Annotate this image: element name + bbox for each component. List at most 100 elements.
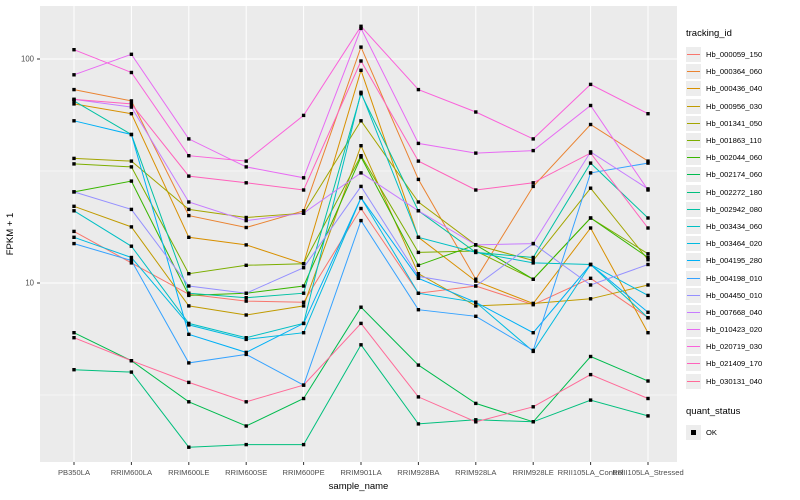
axis-labels: 100 10 PB350LA RRIM600LA RRIM600LE RRIM600SE R… <box>5 55 684 492</box>
legend-key-swatch <box>686 133 701 149</box>
legend-key-swatch <box>686 356 701 372</box>
y-tick-label: 10 <box>25 279 34 288</box>
data-point-marker <box>474 110 478 114</box>
data-point-marker <box>416 209 421 213</box>
plot-panel <box>40 6 677 462</box>
data-point-marker <box>129 225 134 229</box>
x-tick-label: RRIM600PE <box>282 468 324 477</box>
legend-item-Hb_004198_010: Hb_004198_010 <box>686 269 798 286</box>
data-point-marker <box>72 241 76 246</box>
data-point-marker <box>244 181 248 185</box>
data-point-marker <box>301 321 306 326</box>
data-point-marker <box>531 348 535 353</box>
data-point-marker <box>588 297 593 301</box>
data-point-marker <box>187 291 191 295</box>
legend-spacer <box>686 390 798 406</box>
data-point-marker <box>187 304 191 308</box>
data-point-marker <box>72 48 76 52</box>
data-point-marker <box>72 204 76 208</box>
data-point-marker <box>416 274 421 279</box>
data-point-marker <box>129 102 134 106</box>
legend-item-Hb_004450_010: Hb_004450_010 <box>686 287 798 304</box>
legend-item-label: Hb_002044_060 <box>706 153 763 163</box>
data-point-marker <box>416 141 421 146</box>
legend-key-swatch <box>686 64 701 80</box>
legend-color-line <box>687 122 700 124</box>
data-point-marker <box>244 424 248 428</box>
y-tick-label: 100 <box>21 55 35 64</box>
data-point-marker <box>531 301 535 306</box>
data-point-marker <box>187 174 191 178</box>
legend-item-label: Hb_003434_060 <box>706 221 763 231</box>
gridlines <box>40 6 677 462</box>
data-point-marker <box>531 241 535 246</box>
legend-color-line <box>687 260 700 262</box>
data-point-marker <box>129 132 134 137</box>
legend-item-label: Hb_004198_010 <box>706 273 763 283</box>
data-point-marker <box>416 308 421 312</box>
data-point-marker <box>646 262 650 267</box>
data-point-marker <box>359 321 363 326</box>
data-point-marker <box>359 171 363 175</box>
data-point-marker <box>416 276 421 280</box>
data-point-marker <box>588 122 593 127</box>
data-point-marker <box>646 331 650 335</box>
data-point-marker <box>301 442 306 447</box>
data-point-marker <box>646 159 650 163</box>
data-point-marker <box>244 243 248 247</box>
data-point-marker <box>187 213 191 218</box>
legend-color-line <box>687 277 700 279</box>
legend-key-swatch <box>686 115 701 131</box>
data-point-marker <box>588 186 593 190</box>
data-point-marker <box>359 24 363 28</box>
data-point-marker <box>244 225 248 230</box>
data-point-marker <box>588 354 593 359</box>
legend-color-line <box>687 294 700 296</box>
data-point-marker <box>72 119 76 123</box>
data-point-marker <box>187 380 191 385</box>
data-point-marker <box>359 45 363 49</box>
data-point-marker <box>129 255 134 260</box>
legend-title-tracking-id: tracking_id <box>686 28 732 39</box>
data-point-marker <box>301 383 306 387</box>
data-point-marker <box>129 70 134 75</box>
data-point-marker <box>646 379 650 383</box>
data-point-marker <box>244 337 248 342</box>
legend-item-Hb_003434_060: Hb_003434_060 <box>686 218 798 235</box>
chart-legend: tracking_id Hb_000059_150 Hb_000364_060 Hb_… <box>686 28 798 441</box>
data-point-marker <box>646 293 650 298</box>
data-point-marker <box>244 350 248 355</box>
x-tick-label: RRIM600SE <box>225 468 267 477</box>
data-point-marker <box>646 316 650 320</box>
legend-item-Hb_001341_050: Hb_001341_050 <box>686 115 798 132</box>
data-point-marker <box>129 165 134 169</box>
legend-item-Hb_010423_020: Hb_010423_020 <box>686 321 798 338</box>
data-point-marker <box>129 179 134 183</box>
legend-key-swatch <box>686 253 701 269</box>
legend-key-swatch <box>686 424 701 440</box>
data-point-marker <box>646 283 650 287</box>
data-point-marker <box>531 181 535 185</box>
axis-ticks <box>37 58 649 465</box>
legend-item-Hb_001863_110: Hb_001863_110 <box>686 132 798 149</box>
data-point-marker <box>72 102 76 106</box>
x-tick-label: RRIM928LE <box>513 468 554 477</box>
data-point-marker <box>244 291 248 295</box>
data-point-marker <box>416 200 421 204</box>
data-point-marker <box>416 272 421 276</box>
legend-color-line <box>687 346 700 348</box>
data-point-marker <box>72 368 76 372</box>
data-point-marker <box>531 148 535 153</box>
legend-key-swatch <box>686 287 701 303</box>
data-point-marker <box>187 137 191 141</box>
data-point-marker <box>129 105 134 109</box>
data-point-marker <box>187 361 191 365</box>
x-tick-label: PB350LA <box>58 468 91 477</box>
data-point-marker <box>187 272 191 276</box>
legend-item-label: Hb_002942_080 <box>706 204 763 214</box>
data-point-marker <box>72 331 76 335</box>
data-point-marker <box>416 250 421 255</box>
legend-item-Hb_000436_040: Hb_000436_040 <box>686 80 798 97</box>
data-point-marker <box>72 162 76 166</box>
legend-key-swatch <box>686 201 701 217</box>
